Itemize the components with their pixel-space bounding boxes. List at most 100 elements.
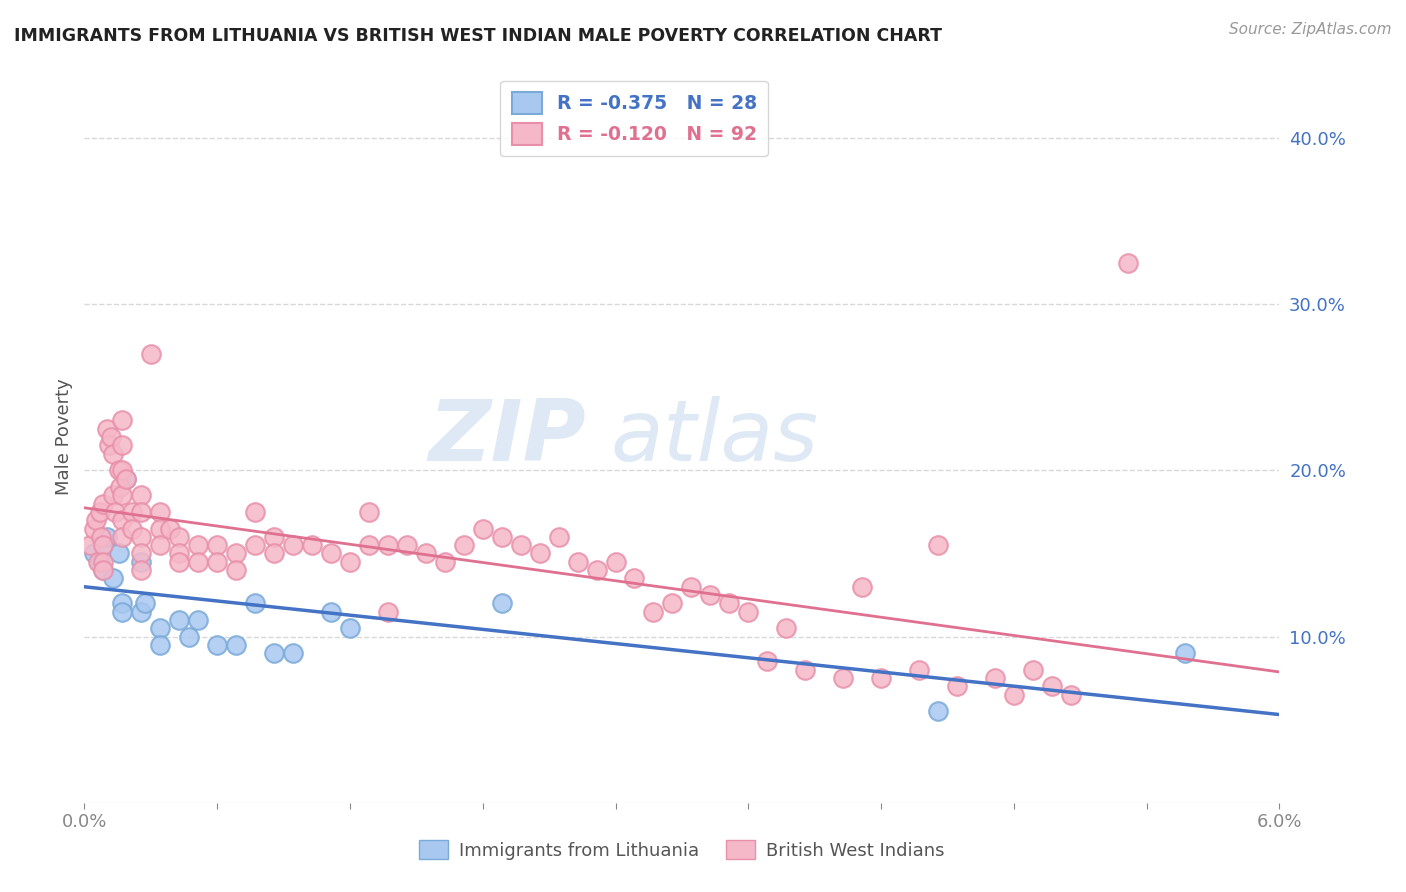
Point [91, 538, 114, 552]
Point [205, 555, 228, 569]
Point [129, 563, 152, 577]
Point [491, 530, 513, 544]
Point [129, 505, 152, 519]
Point [281, 646, 304, 660]
Point [1022, 663, 1045, 677]
Point [167, 613, 190, 627]
Point [1174, 646, 1197, 660]
Point [121, 505, 143, 519]
Y-axis label: Male Poverty: Male Poverty [55, 379, 73, 495]
Point [661, 596, 683, 610]
Point [129, 605, 152, 619]
Point [98, 438, 121, 452]
Point [129, 546, 152, 560]
Point [870, 671, 893, 685]
Point [167, 546, 190, 560]
Point [756, 655, 779, 669]
Point [107, 463, 129, 477]
Point [111, 413, 134, 427]
Legend: Immigrants from Lithuania, British West Indians: Immigrants from Lithuania, British West … [412, 833, 952, 867]
Point [681, 580, 703, 594]
Point [623, 571, 645, 585]
Point [149, 638, 172, 652]
Point [96, 422, 118, 436]
Point [718, 596, 741, 610]
Point [89, 555, 111, 569]
Point [129, 530, 152, 544]
Point [167, 530, 190, 544]
Point [187, 613, 209, 627]
Point [111, 463, 134, 477]
Point [83, 546, 105, 560]
Point [100, 430, 122, 444]
Text: ZIP: ZIP [429, 395, 586, 479]
Point [585, 563, 607, 577]
Point [110, 480, 132, 494]
Point [243, 538, 266, 552]
Point [111, 513, 134, 527]
Point [149, 538, 172, 552]
Point [605, 555, 627, 569]
Point [187, 538, 209, 552]
Point [149, 521, 172, 535]
Point [263, 530, 285, 544]
Point [129, 555, 152, 569]
Point [946, 680, 969, 694]
Point [377, 605, 399, 619]
Text: atlas: atlas [610, 395, 818, 479]
Point [509, 538, 531, 552]
Point [301, 538, 323, 552]
Point [167, 555, 190, 569]
Point [91, 563, 114, 577]
Point [91, 555, 114, 569]
Point [643, 605, 665, 619]
Point [159, 521, 181, 535]
Point [129, 488, 152, 502]
Point [395, 538, 418, 552]
Point [111, 530, 134, 544]
Point [107, 546, 129, 560]
Point [83, 521, 105, 535]
Point [984, 671, 1007, 685]
Point [775, 621, 797, 635]
Point [205, 638, 228, 652]
Point [1060, 688, 1083, 702]
Point [101, 447, 124, 461]
Point [225, 638, 247, 652]
Point [699, 588, 721, 602]
Point [433, 555, 456, 569]
Point [243, 505, 266, 519]
Point [851, 580, 873, 594]
Point [115, 472, 138, 486]
Point [84, 513, 107, 527]
Point [134, 596, 156, 610]
Point [115, 472, 138, 486]
Point [263, 546, 285, 560]
Point [737, 605, 759, 619]
Point [1002, 688, 1025, 702]
Point [121, 521, 143, 535]
Point [243, 596, 266, 610]
Point [319, 546, 342, 560]
Point [177, 630, 200, 644]
Point [111, 438, 134, 452]
Point [319, 605, 342, 619]
Point [832, 671, 855, 685]
Point [1040, 680, 1063, 694]
Point [453, 538, 475, 552]
Point [79, 538, 101, 552]
Point [96, 530, 118, 544]
Point [111, 605, 134, 619]
Point [1116, 255, 1139, 269]
Point [491, 596, 513, 610]
Point [281, 538, 304, 552]
Point [111, 596, 134, 610]
Point [927, 538, 949, 552]
Point [547, 530, 569, 544]
Point [339, 555, 361, 569]
Point [567, 555, 589, 569]
Point [101, 571, 124, 585]
Point [89, 505, 111, 519]
Point [111, 488, 134, 502]
Point [149, 621, 172, 635]
